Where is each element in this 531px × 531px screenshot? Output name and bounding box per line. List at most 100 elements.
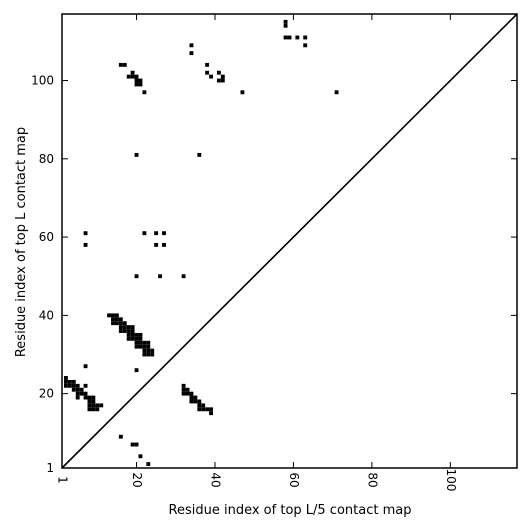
contact-point xyxy=(185,391,190,396)
contact-point xyxy=(122,325,127,330)
contact-points xyxy=(63,19,339,467)
contact-point xyxy=(91,399,96,404)
contact-point xyxy=(75,383,80,388)
contact-point xyxy=(201,403,206,408)
contact-point xyxy=(142,231,147,236)
y-tick-label: 40 xyxy=(39,308,54,322)
contact-point xyxy=(181,383,186,388)
contact-point xyxy=(130,74,135,79)
contact-point xyxy=(197,152,202,157)
contact-point xyxy=(134,74,139,79)
contact-point xyxy=(185,387,190,392)
contact-point xyxy=(209,407,213,412)
contact-point xyxy=(303,43,308,48)
contact-point xyxy=(83,383,88,388)
contact-point xyxy=(130,442,135,447)
y-tick-label: 100 xyxy=(31,74,54,88)
contact-point xyxy=(71,387,76,392)
contact-point xyxy=(205,407,210,412)
contact-point xyxy=(83,231,88,236)
contact-point xyxy=(181,387,186,392)
contact-point xyxy=(193,395,198,400)
contact-point xyxy=(138,344,143,349)
contact-point xyxy=(197,407,202,412)
contact-point xyxy=(122,62,127,67)
contact-point xyxy=(118,317,123,322)
contact-point xyxy=(216,78,221,83)
contact-point xyxy=(197,403,202,408)
y-tick-label: 60 xyxy=(39,230,54,244)
contact-point xyxy=(193,399,198,404)
contact-point xyxy=(114,313,119,318)
contact-point xyxy=(91,395,96,400)
contact-point xyxy=(142,352,147,357)
diagonal-line xyxy=(61,13,518,469)
contact-point xyxy=(334,90,339,95)
contact-point xyxy=(107,313,112,318)
contact-point xyxy=(130,325,135,330)
contact-point xyxy=(181,274,186,279)
contact-point xyxy=(283,19,288,24)
contact-point xyxy=(287,35,292,40)
contact-point xyxy=(130,329,135,333)
contact-point xyxy=(138,82,143,87)
contact-point xyxy=(87,395,92,400)
contact-point xyxy=(67,379,72,384)
contact-point xyxy=(142,90,147,95)
contact-point xyxy=(216,70,221,75)
contact-point xyxy=(87,399,92,404)
x-tick-label: 100 xyxy=(444,469,458,492)
contact-point xyxy=(142,340,147,345)
contact-point xyxy=(83,364,88,369)
contact-point xyxy=(79,391,84,396)
contact-point xyxy=(63,376,68,380)
x-tick-label: 1 xyxy=(56,476,70,484)
contact-point xyxy=(134,368,139,373)
contact-point xyxy=(118,329,123,333)
contact-point xyxy=(95,403,100,408)
contact-point xyxy=(118,434,123,439)
contact-point xyxy=(126,329,131,333)
contact-point xyxy=(138,454,143,459)
contact-point xyxy=(122,329,127,333)
contact-point xyxy=(134,78,139,83)
contact-point xyxy=(138,340,143,345)
contact-point xyxy=(71,379,76,384)
contact-point xyxy=(189,51,194,56)
contact-point xyxy=(146,340,151,345)
y-tick-label: 80 xyxy=(39,152,54,166)
contact-point xyxy=(181,391,186,396)
contact-point xyxy=(154,242,159,247)
contact-point xyxy=(150,352,155,357)
contact-point xyxy=(83,395,88,400)
contact-point xyxy=(138,332,143,337)
contact-point xyxy=(111,317,115,322)
contact-point xyxy=(189,391,194,396)
contact-point xyxy=(130,70,135,75)
x-tick-label: 20 xyxy=(130,472,144,487)
contact-point xyxy=(126,74,131,79)
contact-point xyxy=(283,35,288,40)
contact-point xyxy=(111,313,115,318)
contact-point xyxy=(209,411,213,416)
contact-point xyxy=(75,391,80,396)
contact-point xyxy=(220,78,225,83)
contact-point xyxy=(134,82,139,87)
y-tick-label: 1 xyxy=(46,461,54,475)
contact-point xyxy=(114,321,119,326)
contact-point xyxy=(114,317,119,322)
contact-point xyxy=(71,383,76,388)
contact-point xyxy=(126,325,131,330)
contact-point xyxy=(189,43,194,48)
contact-point xyxy=(158,274,163,279)
x-tick-label: 60 xyxy=(287,472,301,487)
contact-point xyxy=(126,332,131,337)
contact-point xyxy=(205,70,210,75)
contact-point xyxy=(142,344,147,349)
contact-point xyxy=(122,321,127,326)
contact-point xyxy=(209,74,213,79)
contact-point xyxy=(83,242,88,247)
contact-point xyxy=(134,344,139,349)
x-tick-label: 40 xyxy=(208,472,222,487)
